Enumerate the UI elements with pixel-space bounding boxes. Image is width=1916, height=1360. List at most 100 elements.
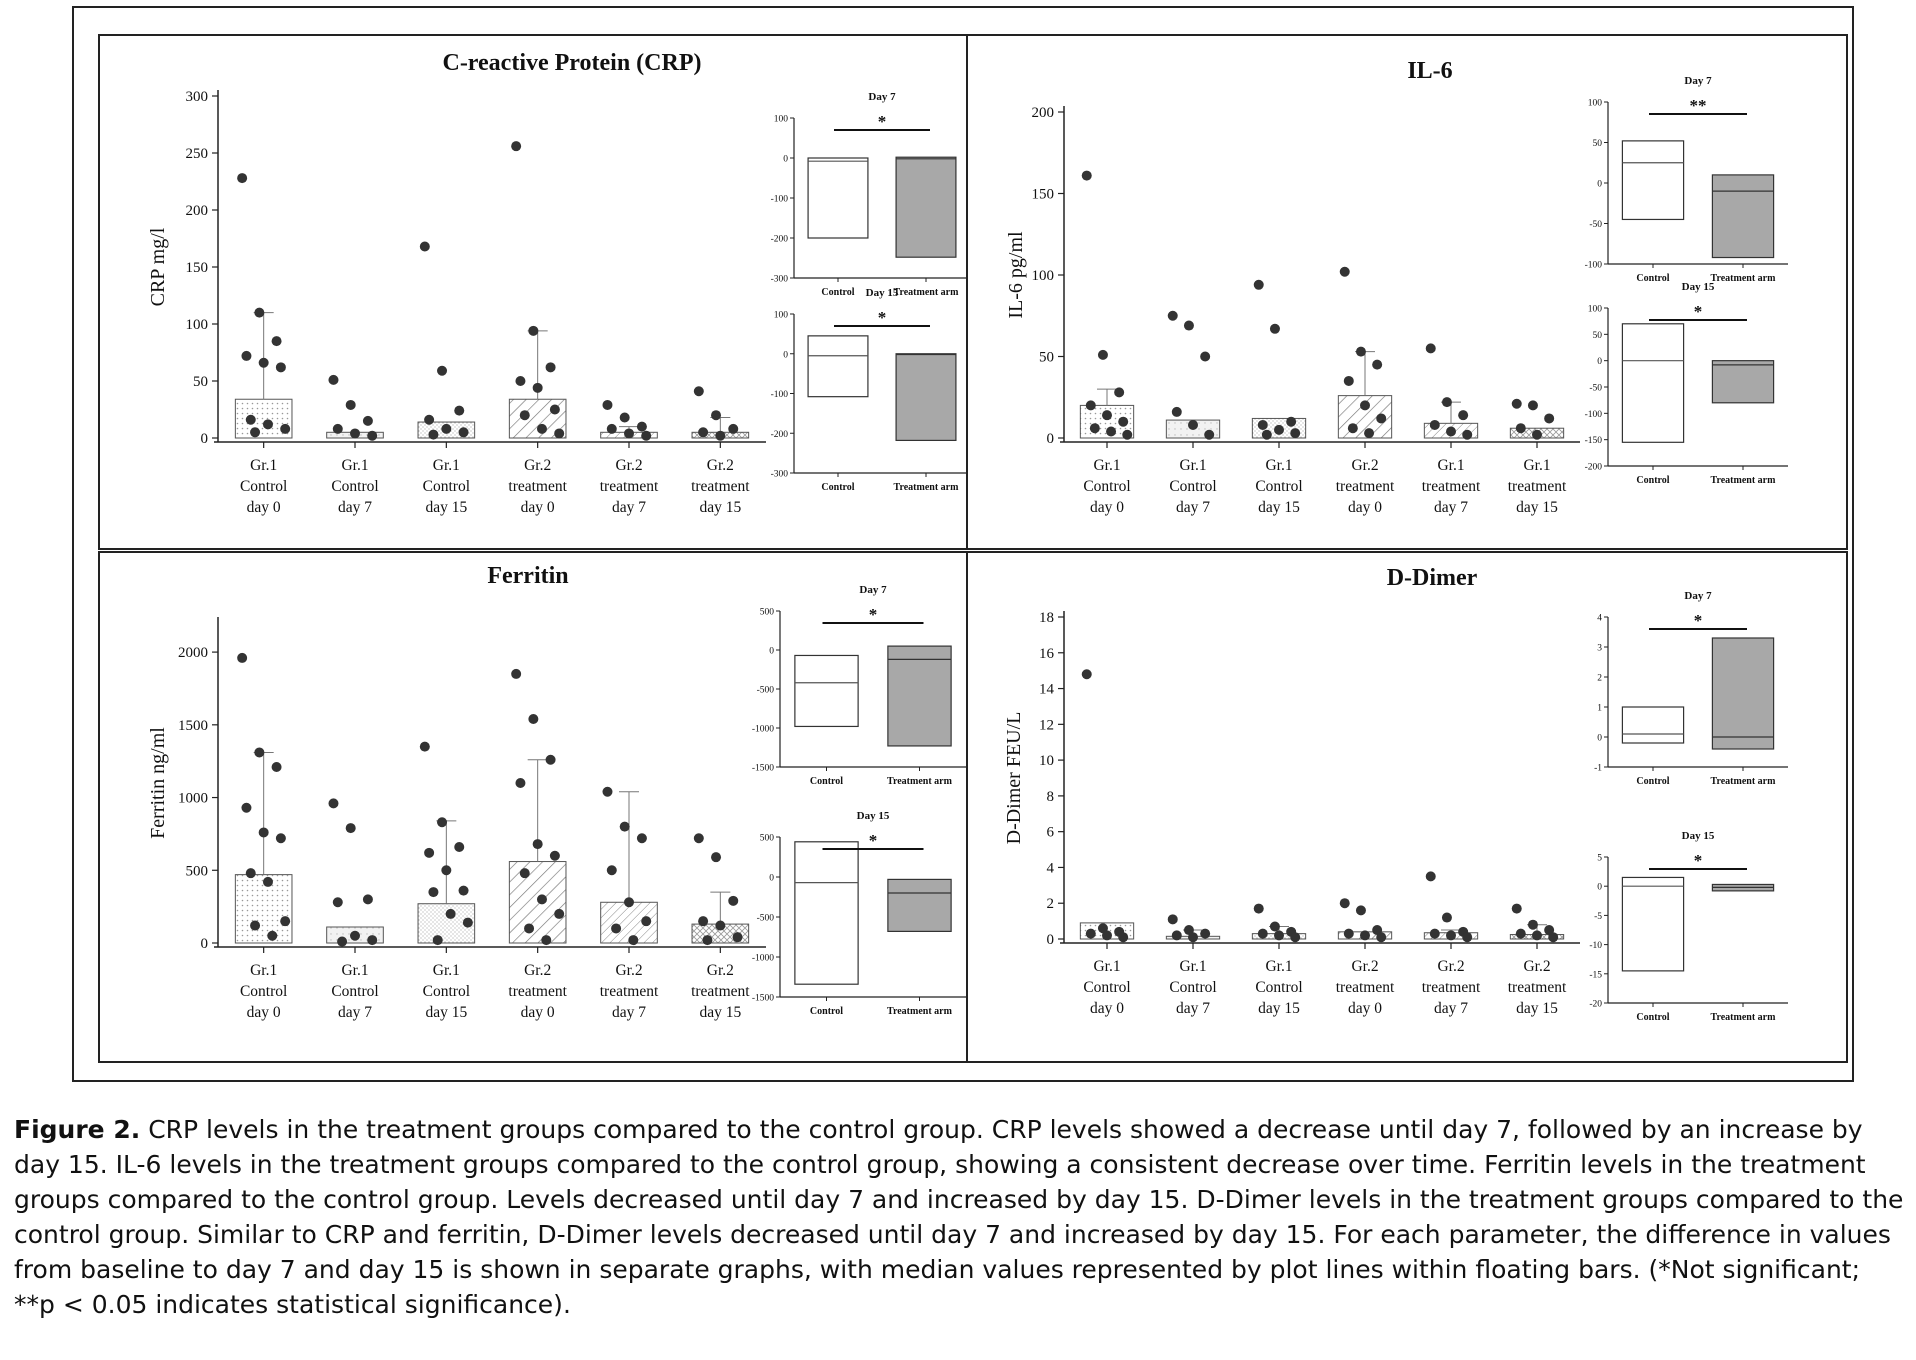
crp-inset-x-tick-label: Treatment arm: [894, 482, 960, 493]
crp-data-point: [250, 427, 261, 438]
il6-inset-significance-marker: **: [1690, 96, 1707, 115]
crp-data-point: [254, 307, 265, 318]
il6-x-tick-label: day 15: [1258, 499, 1300, 516]
il6-x-tick-label: day 15: [1516, 499, 1558, 516]
ddimer-x-tick-label: Control: [1083, 979, 1130, 996]
ferritin-inset-day7: Day 7 -1500 -1000 -500 0 500 Control Treatment …: [752, 584, 966, 787]
ferritin-data-point: [636, 833, 647, 844]
ferritin-data-point: [367, 935, 378, 946]
ferritin-data-point: [702, 935, 713, 946]
ferritin-inset-floating-bar: [794, 841, 859, 985]
crp-data-point: [271, 336, 282, 347]
il6-data-point: [1171, 406, 1182, 417]
ddimer-data-point: [1339, 898, 1350, 909]
ferritin-inset-title: Day 7: [859, 584, 887, 596]
il6-inset-y-tick-label: 0: [1597, 180, 1602, 190]
ddimer-data-point: [1118, 932, 1129, 943]
ferritin-y-tick-label: 2000: [178, 645, 208, 661]
ddimer-data-point: [1274, 930, 1284, 941]
crp-data-point: [715, 430, 726, 441]
il6-data-point: [1085, 400, 1096, 411]
crp-data-point: [458, 427, 469, 438]
ferritin-x-tick-label: day 7: [612, 1004, 646, 1021]
il6-data-point: [1515, 423, 1526, 434]
ddimer-y-tick-label: 14: [1039, 682, 1055, 698]
crp-x-tick-label: day 15: [699, 499, 741, 516]
crp-inset-y-tick-label: -200: [771, 430, 789, 440]
il6-inset-floating-bar: [1711, 360, 1775, 404]
il6-data-point: [1532, 429, 1542, 440]
crp-data-point: [545, 362, 556, 373]
ddimer-x-tick-label: day 0: [1090, 1000, 1124, 1017]
il6-x-tick-label: Gr.1: [1437, 457, 1464, 474]
ferritin-x-tick-label: day 0: [247, 1004, 281, 1021]
ferritin-data-point: [545, 754, 556, 765]
crp-y-tick-label: 300: [186, 89, 209, 105]
crp-inset-significance-marker: *: [878, 308, 887, 327]
ddimer-inset-floating-bar: [1621, 876, 1685, 972]
crp-inset-floating-bar: [895, 156, 957, 258]
il6-data-point: [1118, 416, 1129, 427]
ferritin-data-point: [619, 821, 630, 832]
crp-x-tick-label: Control: [240, 478, 287, 495]
ddimer-inset-y-tick-label: -20: [1589, 1000, 1602, 1010]
ferritin-inset-y-tick-label: -500: [757, 686, 775, 696]
il6-chart-svg: IL-6 IL-6 pg/ml 0 50 100 150 200 Gr.1 Control day…: [1005, 58, 1788, 516]
ferritin-bar: [234, 874, 293, 944]
crp-data-point: [345, 399, 356, 410]
crp-x-tick-label: day 7: [612, 499, 646, 516]
ddimer-x-tick-label: treatment: [1422, 979, 1481, 996]
ferritin-inset-y-tick-label: -1500: [752, 764, 774, 774]
il6-data-point: [1364, 428, 1375, 439]
crp-inset-floating-bar: [895, 353, 957, 442]
il6-data-point: [1458, 410, 1469, 421]
crp-data-point: [241, 350, 252, 361]
crp-x-tick-label: Control: [331, 478, 378, 495]
ddimer-data-point: [1269, 921, 1280, 932]
ferritin-y-tick-label: 500: [186, 863, 209, 879]
ferritin-data-point: [271, 762, 282, 772]
ddimer-inset-x-tick-label: Control: [1636, 776, 1669, 787]
crp-data-point: [332, 423, 343, 434]
il6-data-point: [1204, 429, 1215, 440]
crp-x-tick-label: Gr.2: [524, 457, 551, 474]
crp-x-tick-label: day 0: [247, 499, 281, 516]
ferritin-data-point: [258, 827, 269, 838]
ferritin-data-point: [554, 908, 565, 919]
il6-x-tick-label: day 0: [1090, 499, 1124, 516]
il6-y-tick-label: 150: [1032, 187, 1055, 203]
il6-x-tick-label: day 0: [1348, 499, 1382, 516]
crp-data-point: [698, 427, 709, 438]
ferritin-data-point: [728, 895, 739, 906]
il6-y-tick-label: 0: [1047, 431, 1055, 447]
ferritin-x-tick-label: treatment: [508, 983, 567, 1000]
il6-x-tick-label: Gr.1: [1265, 457, 1292, 474]
ddimer-y-tick-label: 0: [1047, 932, 1055, 948]
crp-main-chart: C-reactive Protein (CRP) CRP mg/l 0 50 100 15…: [147, 50, 766, 516]
crp-y-tick-label: 100: [186, 317, 209, 333]
ferritin-data-point: [519, 868, 530, 879]
ferritin-data-point: [428, 887, 439, 898]
ddimer-inset-x-tick-label: Control: [1636, 1012, 1669, 1023]
crp-x-tick-label: Gr.2: [707, 457, 734, 474]
ddimer-y-tick-label: 2: [1047, 896, 1055, 912]
ferritin-bar: [508, 861, 567, 944]
il6-inset-y-tick-label: 50: [1593, 139, 1603, 149]
ferritin-x-tick-label: day 7: [338, 1004, 372, 1021]
il6-y-tick-label: 100: [1032, 268, 1055, 284]
il6-data-point: [1200, 351, 1211, 362]
crp-inset-day15: Day 15 -300 -200 -100 0 100 Control Treatment a…: [771, 287, 970, 493]
crp-x-tick-label: Gr.1: [341, 457, 368, 474]
il6-data-point: [1343, 375, 1354, 386]
crp-data-point: [519, 410, 530, 421]
il6-data-point: [1527, 400, 1538, 411]
ferritin-inset-floating-bar: [794, 654, 859, 728]
ferritin-data-point: [524, 923, 535, 934]
ddimer-inset-y-tick-label: 3: [1597, 644, 1602, 654]
ddimer-y-tick-label: 18: [1039, 610, 1054, 626]
il6-inset-significance-marker: *: [1694, 302, 1703, 321]
crp-data-point: [536, 423, 547, 434]
ferritin-data-point: [454, 842, 465, 852]
crp-inset-y-tick-label: -300: [771, 275, 789, 285]
